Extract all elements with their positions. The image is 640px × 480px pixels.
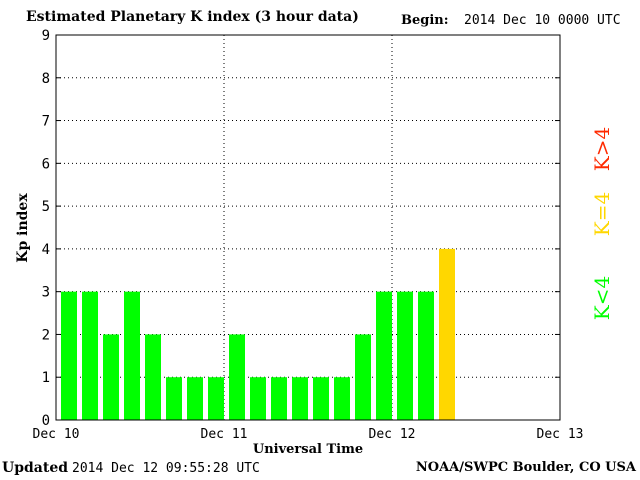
y-tick-label: 6 — [42, 156, 50, 172]
kp-bar — [229, 334, 245, 420]
plot-frame — [55, 34, 561, 421]
x-axis-label: Universal Time — [253, 442, 363, 457]
kp-bar — [292, 377, 308, 420]
begin-label: Begin: — [401, 13, 449, 28]
y-tick-label: 8 — [42, 71, 50, 87]
kp-bar — [271, 377, 287, 420]
kp-bar — [187, 377, 203, 420]
kp-bar — [334, 377, 350, 420]
x-tick-label: Dec 10 — [33, 427, 80, 442]
updated-value: 2014 Dec 12 09:55:28 UTC — [72, 461, 260, 476]
kp-bar — [166, 377, 182, 420]
kp-bar — [145, 334, 161, 420]
x-tick-label: Dec 12 — [369, 427, 416, 442]
y-tick-label: 9 — [42, 28, 50, 44]
kp-bar — [124, 291, 140, 420]
kp-bar — [208, 377, 224, 420]
chart-title: Estimated Planetary K index (3 hour data… — [26, 9, 359, 25]
kp-bar — [250, 377, 266, 420]
source-credit: NOAA/SWPC Boulder, CO USA — [415, 460, 636, 475]
y-axis-label: Kp index — [15, 193, 31, 263]
kp-bar — [418, 291, 434, 420]
kp-bar — [82, 291, 98, 420]
kp-bar — [397, 291, 413, 420]
kp-bar — [355, 334, 371, 420]
kp-bar — [376, 291, 392, 420]
legend-item: K<4 — [590, 276, 614, 320]
kp-bar — [313, 377, 329, 420]
x-tick-labels: Dec 10 Dec 11 Dec 12 Dec 13 — [33, 427, 584, 442]
y-tick-label: 4 — [42, 242, 50, 258]
begin-value: 2014 Dec 10 0000 UTC — [464, 13, 621, 28]
x-tick-label: Dec 11 — [201, 427, 248, 442]
legend-item: K=4 — [590, 192, 614, 236]
y-tick-label: 1 — [42, 370, 50, 386]
kp-bar — [103, 334, 119, 420]
kp-bar — [61, 291, 77, 420]
updated-label: Updated — [2, 460, 69, 476]
y-tick-label: 2 — [42, 327, 50, 343]
x-tick-label: Dec 13 — [537, 427, 584, 442]
y-tick-label: 5 — [42, 199, 50, 215]
y-tick-labels: 0 1 2 3 4 5 6 7 8 9 — [42, 28, 560, 429]
kp-bar — [439, 248, 455, 420]
y-tick-label: 0 — [42, 413, 50, 429]
chart-bars — [61, 248, 455, 420]
legend-item: K>4 — [590, 127, 614, 171]
y-tick-label: 7 — [42, 114, 50, 130]
y-tick-label: 3 — [42, 285, 50, 301]
k-legend: K<4 K=4 K>4 — [590, 127, 614, 320]
